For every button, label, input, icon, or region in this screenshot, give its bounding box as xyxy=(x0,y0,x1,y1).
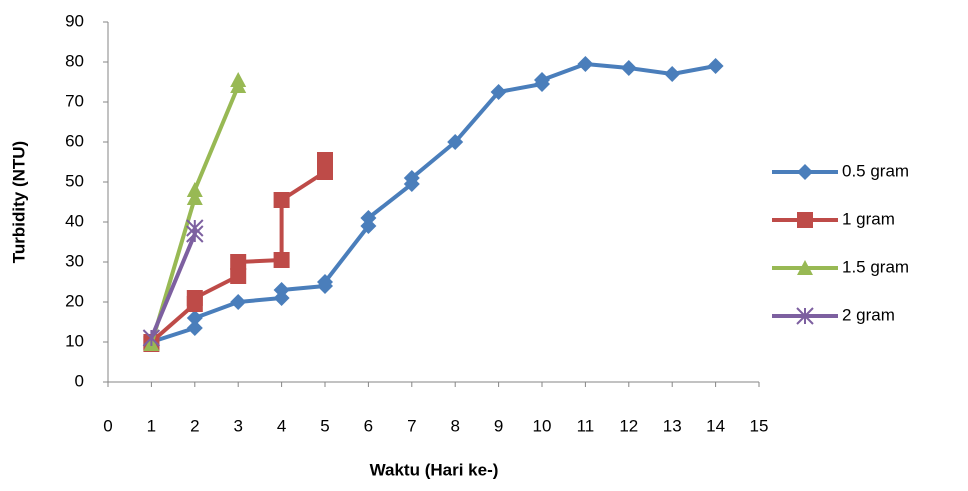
x-tick-label: 9 xyxy=(494,416,503,435)
legend-marker xyxy=(797,260,813,275)
marker xyxy=(186,219,204,237)
x-tick-label: 7 xyxy=(407,416,416,435)
x-tick-label: 12 xyxy=(619,416,638,435)
legend-label: 2 gram xyxy=(842,305,895,324)
x-tick-label: 6 xyxy=(364,416,373,435)
marker xyxy=(230,294,247,310)
y-tick-label: 30 xyxy=(65,251,84,270)
x-tick-label: 14 xyxy=(706,416,725,435)
marker xyxy=(490,84,507,100)
legend-label: 1.5 gram xyxy=(842,257,909,276)
legend-label: 1 gram xyxy=(842,209,895,228)
x-tick-label: 10 xyxy=(533,416,552,435)
marker xyxy=(620,60,637,76)
legend-label: 0.5 gram xyxy=(842,161,909,180)
marker xyxy=(230,72,247,87)
x-axis-title: Waktu (Hari ke-) xyxy=(370,460,499,479)
x-tick-label: 15 xyxy=(750,416,769,435)
x-tick-label: 4 xyxy=(277,416,286,435)
x-tick-label: 1 xyxy=(147,416,156,435)
x-tick-label: 8 xyxy=(450,416,459,435)
x-tick-label: 11 xyxy=(577,416,595,435)
y-tick-label: 40 xyxy=(65,211,84,230)
marker xyxy=(186,290,203,306)
marker xyxy=(534,72,550,88)
marker xyxy=(317,274,333,290)
marker xyxy=(577,56,594,72)
y-tick-label: 80 xyxy=(65,51,84,70)
y-tick-label: 90 xyxy=(65,11,84,30)
marker xyxy=(317,152,333,168)
legend-marker xyxy=(797,212,813,228)
marker xyxy=(273,192,290,208)
x-tick-label: 2 xyxy=(190,416,199,435)
y-tick-label: 70 xyxy=(65,91,84,110)
marker xyxy=(664,66,681,82)
marker xyxy=(230,254,247,270)
y-tick-label: 20 xyxy=(65,291,84,310)
marker xyxy=(273,282,290,298)
x-tick-label: 13 xyxy=(663,416,682,435)
x-tick-label: 3 xyxy=(233,416,242,435)
y-tick-label: 50 xyxy=(65,171,84,190)
marker xyxy=(447,134,464,150)
marker xyxy=(403,170,420,186)
marker xyxy=(186,310,203,326)
marker xyxy=(186,320,203,336)
marker xyxy=(186,190,203,205)
marker xyxy=(142,329,161,347)
legend-marker xyxy=(796,307,814,325)
marker xyxy=(707,58,724,74)
marker xyxy=(186,182,203,197)
x-tick-label: 5 xyxy=(320,416,329,435)
y-axis-title: Turbidity (NTU) xyxy=(9,141,28,263)
legend-marker xyxy=(797,164,813,180)
y-tick-label: 60 xyxy=(65,131,84,150)
marker xyxy=(230,268,247,284)
y-tick-label: 0 xyxy=(75,371,84,390)
x-tick-label: 0 xyxy=(103,416,112,435)
y-tick-label: 10 xyxy=(65,331,84,350)
marker xyxy=(360,210,377,226)
marker xyxy=(273,252,290,268)
